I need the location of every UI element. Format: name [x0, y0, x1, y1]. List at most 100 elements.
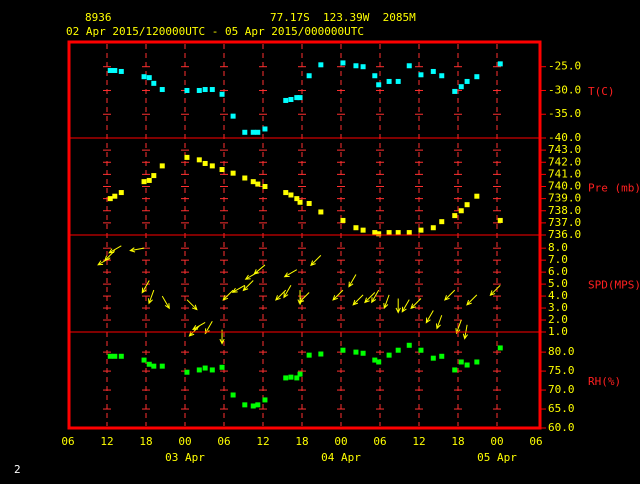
y-tick-label: 1.0 — [548, 325, 568, 338]
point — [376, 82, 382, 88]
y-tick-label: 738.0 — [548, 204, 581, 217]
point — [118, 68, 124, 74]
point — [458, 84, 464, 90]
date-label: 03 Apr — [165, 451, 205, 464]
y-tick-label: 4.0 — [548, 289, 568, 302]
point — [395, 347, 401, 353]
point — [458, 208, 464, 214]
point — [209, 87, 215, 93]
point — [146, 75, 152, 81]
wind-arrow — [348, 274, 357, 288]
x-tick-label: 06 — [529, 435, 542, 448]
point — [219, 91, 225, 97]
x-tick-label: 12 — [412, 435, 425, 448]
point — [141, 74, 147, 80]
point — [196, 157, 202, 163]
point — [395, 230, 401, 236]
point — [112, 68, 118, 74]
point — [360, 350, 366, 356]
y-tick-label: -35.0 — [548, 107, 581, 120]
point — [283, 97, 289, 103]
point — [202, 365, 208, 371]
wind-arrow — [141, 280, 150, 294]
wind-arrow — [310, 255, 322, 267]
x-tick-label: 06 — [61, 435, 74, 448]
x-tick-label: 12 — [100, 435, 113, 448]
point — [196, 367, 202, 373]
wind-arrow — [410, 298, 422, 310]
y-tick-label: -30.0 — [548, 83, 581, 96]
point — [439, 353, 445, 359]
point — [386, 352, 392, 358]
point — [262, 184, 268, 189]
point — [306, 200, 312, 206]
wind-arrow — [108, 245, 122, 254]
point — [288, 97, 294, 103]
y-tick-label: 740.0 — [548, 180, 581, 193]
point — [151, 80, 157, 86]
wind-arrow — [466, 294, 478, 306]
point — [452, 88, 458, 94]
point — [219, 364, 225, 370]
point — [112, 193, 118, 199]
y-tick-label: 5.0 — [548, 277, 568, 290]
point — [474, 359, 480, 365]
point — [112, 353, 118, 359]
point — [159, 363, 165, 369]
point — [372, 73, 378, 79]
point — [430, 355, 436, 361]
point — [418, 347, 424, 353]
point — [118, 353, 124, 359]
wind-arrow — [283, 285, 292, 299]
y-tick-label: -25.0 — [548, 60, 581, 73]
point — [219, 167, 225, 173]
point — [318, 209, 324, 215]
point — [474, 74, 480, 80]
point — [430, 225, 436, 231]
station-id: 8936 — [85, 11, 112, 24]
y-tick-label: 6.0 — [548, 265, 568, 278]
wind-arrow — [186, 299, 198, 311]
point — [255, 129, 261, 135]
point — [159, 87, 165, 93]
point — [406, 342, 412, 348]
point — [184, 87, 190, 93]
point — [406, 63, 412, 69]
point — [372, 230, 378, 236]
point — [202, 87, 208, 93]
point — [464, 362, 470, 368]
point — [353, 225, 359, 231]
point — [118, 190, 124, 196]
point — [297, 371, 303, 377]
y-tick-label: 8.0 — [548, 241, 568, 254]
point — [306, 73, 312, 79]
wind-arrow — [435, 315, 443, 330]
point — [209, 163, 215, 169]
point — [418, 227, 424, 233]
point — [297, 95, 303, 101]
point — [318, 351, 324, 357]
point — [294, 375, 300, 381]
wind-arrow — [231, 284, 246, 293]
y-tick-label: 75.0 — [548, 364, 575, 377]
point — [318, 62, 324, 68]
wind-arrow — [395, 298, 401, 314]
point — [255, 402, 261, 408]
point — [250, 129, 256, 135]
x-tick-label: 18 — [451, 435, 464, 448]
point — [146, 361, 152, 367]
x-tick-label: 06 — [373, 435, 386, 448]
y-tick-label: 742.0 — [548, 155, 581, 168]
point — [283, 375, 289, 381]
point — [306, 352, 312, 358]
wind-arrow — [204, 320, 213, 335]
wind-arrow — [148, 289, 155, 305]
point — [196, 87, 202, 93]
point — [497, 217, 503, 223]
point — [250, 179, 256, 185]
y-tick-label: 736.0 — [548, 228, 581, 241]
point — [242, 175, 248, 181]
date-label: 04 Apr — [321, 451, 361, 464]
